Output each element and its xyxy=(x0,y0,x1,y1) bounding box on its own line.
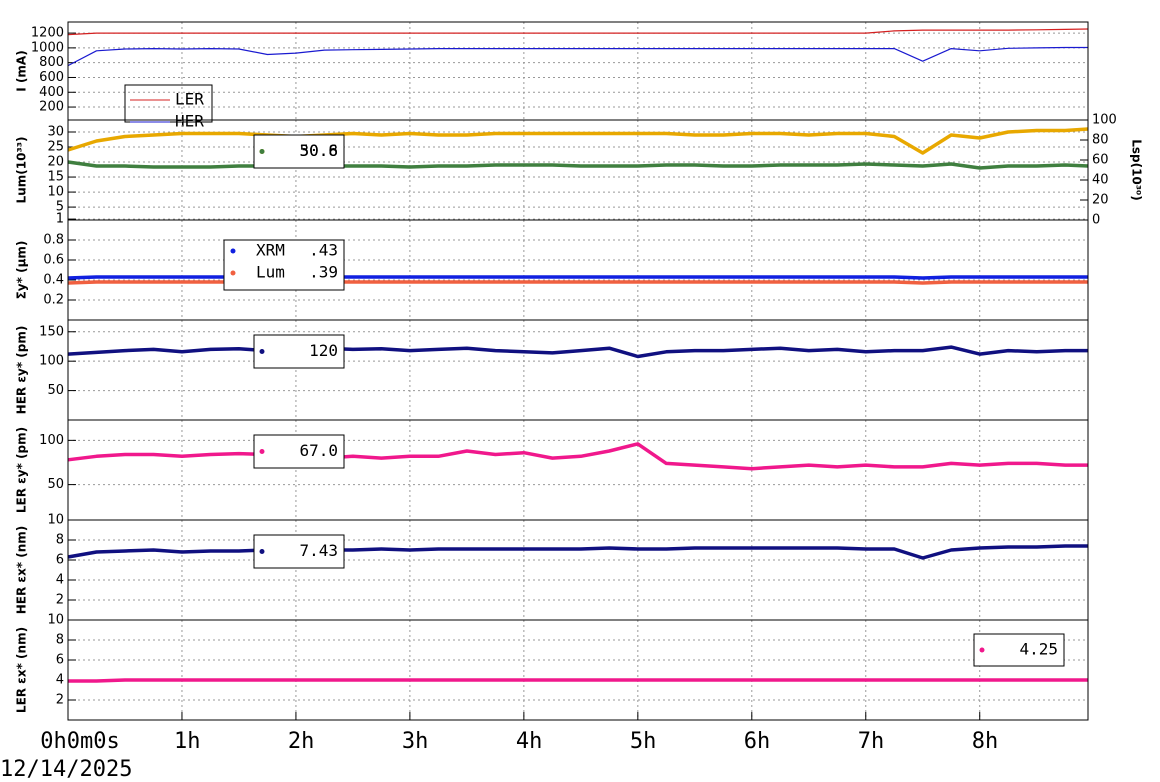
y-axis-label: HER εx* (nm) xyxy=(15,526,29,615)
y-tick-label: 10 xyxy=(47,613,64,628)
plot-frame xyxy=(67,21,1089,121)
y-tick-label: 0.4 xyxy=(43,273,64,288)
y-tick-label: 150 xyxy=(39,324,64,339)
y-tick-label: 1000 xyxy=(31,40,64,55)
y-axis-label: HER εy* (pm) xyxy=(15,326,29,415)
legend-value: .39 xyxy=(309,263,338,282)
legend-swatch xyxy=(259,449,265,454)
y-tick-label: 100 xyxy=(39,354,64,369)
x-tick-label: 5h xyxy=(630,729,657,754)
y-tick-label: 30 xyxy=(47,125,64,140)
y-tick-label: 800 xyxy=(39,55,64,70)
y-tick-label: 600 xyxy=(39,70,64,85)
y-tick-label: 0.8 xyxy=(43,233,64,248)
legend-label: XRM xyxy=(256,241,285,260)
legend-label: LER xyxy=(175,90,204,109)
x-tick-label: 4h xyxy=(516,729,543,754)
y2-tick-label: 20 xyxy=(1092,193,1109,208)
y-tick-label: 20 xyxy=(47,155,64,170)
legend-swatch xyxy=(230,270,236,276)
data-line xyxy=(67,345,1088,359)
legend-box xyxy=(973,633,1065,667)
legend-label: 50.6 xyxy=(299,141,338,160)
y-tick-label: 2 xyxy=(56,593,64,608)
legend-label: 30.8 xyxy=(299,141,338,160)
legend-box xyxy=(253,434,345,469)
y-tick-label: 0.6 xyxy=(43,253,64,268)
x-tick-label: 8h xyxy=(972,729,999,754)
legend-box xyxy=(253,134,345,169)
legend-swatch xyxy=(979,647,985,653)
plot-frame xyxy=(67,519,1089,621)
y-tick-label: 2 xyxy=(56,693,64,708)
y-tick-label: 10 xyxy=(47,185,64,200)
data-line xyxy=(67,442,1088,471)
x-tick-label: 2h xyxy=(288,729,315,754)
y2-tick-label: 40 xyxy=(1092,173,1109,188)
y-tick-label: 10 xyxy=(47,513,64,528)
legend-swatch xyxy=(230,248,236,254)
y2-axis-label: Lsp(10³⁰) xyxy=(1130,139,1144,201)
y-tick-label: 8 xyxy=(56,533,64,548)
data-line xyxy=(67,28,1089,36)
x-axis-date: 12/14/2025 xyxy=(0,757,132,782)
y-tick-label: 100 xyxy=(39,433,64,448)
y-tick-label: 4 xyxy=(56,673,64,688)
y-tick-label: 5 xyxy=(56,200,64,215)
y-tick-label: 0.2 xyxy=(43,293,64,308)
legend-label: 7.43 xyxy=(299,541,338,560)
legend-label: HER xyxy=(175,112,204,131)
plot-frame xyxy=(67,619,1089,721)
y2-tick-label: 60 xyxy=(1092,153,1109,168)
y-axis-label: Σy* (μm) xyxy=(15,241,29,300)
data-line xyxy=(68,678,1088,683)
legend-label: 4.25 xyxy=(1019,640,1058,659)
data-line xyxy=(67,160,1089,170)
y-tick-label: 8 xyxy=(56,633,64,648)
plot-frame xyxy=(67,319,1089,421)
plot-frame xyxy=(67,419,1089,521)
x-tick-label: 1h xyxy=(174,729,201,754)
data-line xyxy=(67,280,1088,285)
data-line xyxy=(67,46,1088,67)
y-axis-label: Lum(10³³) xyxy=(15,137,29,204)
legend-swatch xyxy=(259,549,265,554)
y-axis-label: LER εx* (nm) xyxy=(15,627,29,713)
x-tick-label: 6h xyxy=(744,729,771,754)
x-tick-label: 3h xyxy=(402,729,429,754)
y-tick-label: 6 xyxy=(56,553,64,568)
legend-swatch xyxy=(259,149,265,154)
legend-label: Lum xyxy=(256,263,285,282)
x-tick-label: 7h xyxy=(858,729,885,754)
y-tick-label: 15 xyxy=(47,170,64,185)
y2-tick-label: 100 xyxy=(1092,113,1117,128)
y-tick-label: 50 xyxy=(47,477,64,492)
legend-label: 67.0 xyxy=(299,441,338,460)
y2-tick-label: 0 xyxy=(1092,213,1100,228)
y-tick-label: 200 xyxy=(39,100,64,115)
y2-tick-label: 80 xyxy=(1092,133,1109,148)
y-axis-label: I (mA) xyxy=(15,50,29,91)
data-line xyxy=(67,275,1088,280)
y-tick-label: 50 xyxy=(47,383,64,398)
y-axis-label: LER εy* (pm) xyxy=(15,427,29,513)
legend-box xyxy=(253,534,345,569)
data-line xyxy=(67,544,1088,560)
y-tick-label: 4 xyxy=(56,573,64,588)
legend-swatch xyxy=(259,349,265,354)
x-tick-label: 0h0m0s xyxy=(40,729,119,754)
legend-value: .43 xyxy=(309,241,338,260)
legend-box xyxy=(253,334,345,369)
y-tick-label: 25 xyxy=(47,140,64,155)
data-line xyxy=(67,127,1089,155)
legend-label: 120 xyxy=(309,341,338,360)
y-tick-label: 6 xyxy=(56,653,64,668)
plot-frame xyxy=(67,219,1089,321)
y-tick-label: 1 xyxy=(56,212,64,227)
y-tick-label: 400 xyxy=(39,85,64,100)
y-tick-label: 1200 xyxy=(31,26,64,41)
legend-box xyxy=(223,239,345,291)
